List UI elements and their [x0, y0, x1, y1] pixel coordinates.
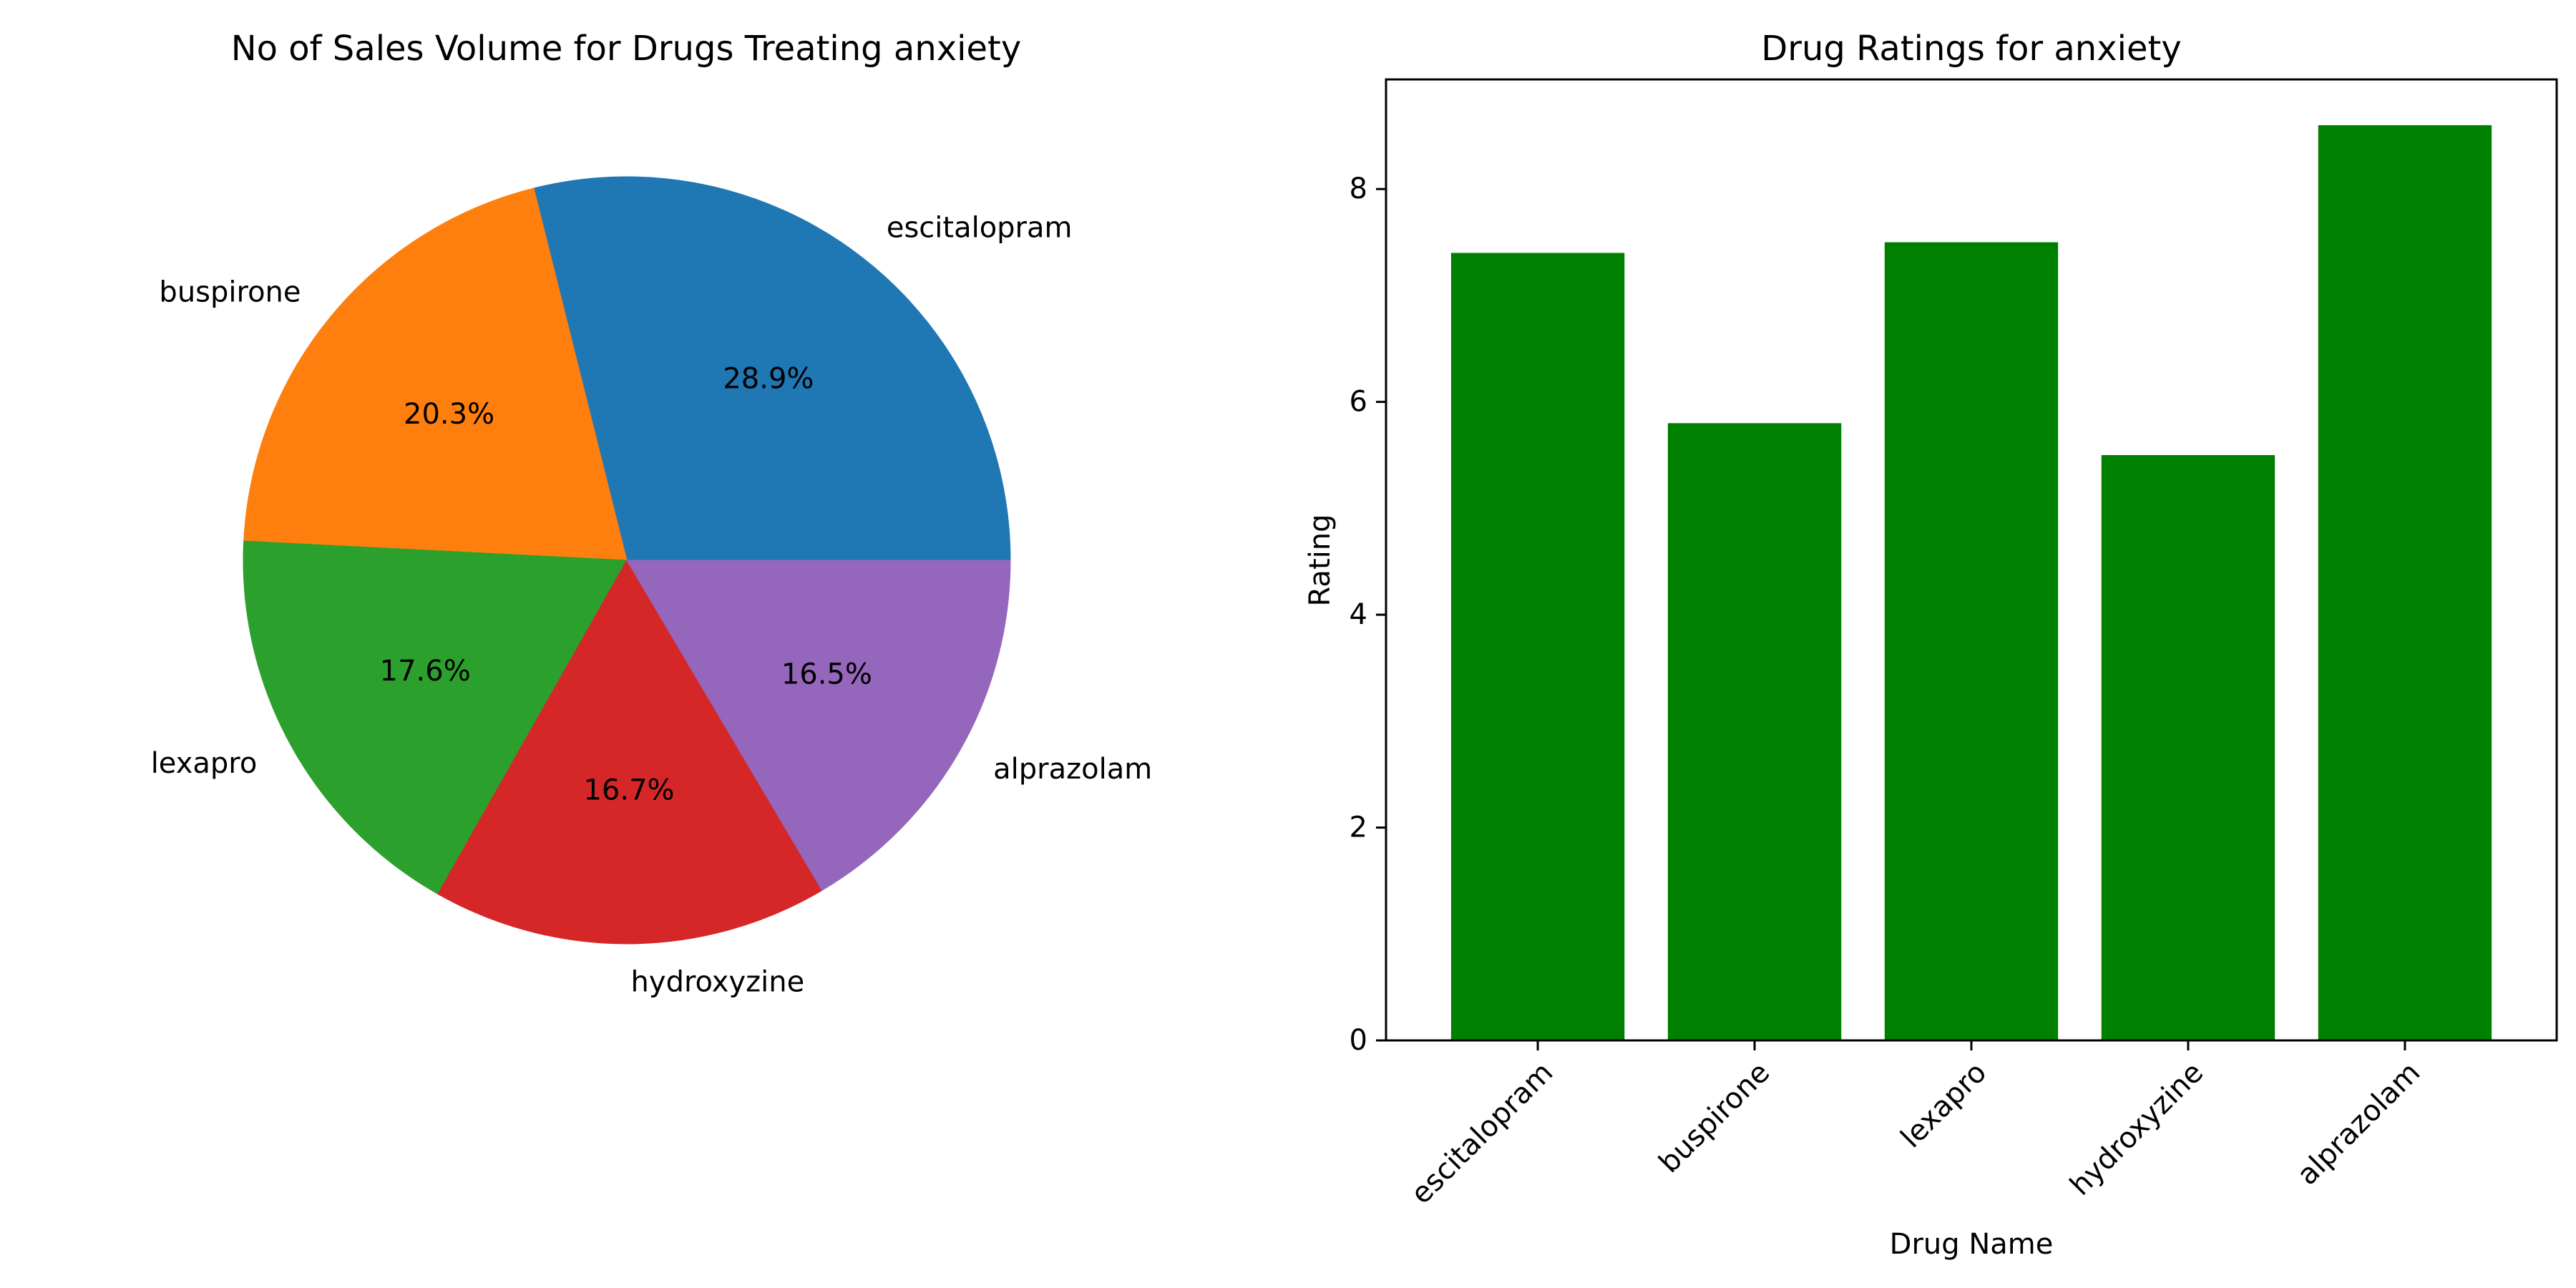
pie-chart: No of Sales Volume for Drugs Treating an… — [151, 29, 1152, 999]
pie-slice-buspirone — [243, 187, 628, 561]
pie-labels: escitalopram 28.9% buspirone 20.3% lexapro 17… — [151, 211, 1152, 998]
pie-slice-alprazolam — [626, 560, 1011, 892]
pie-percent-label-hydroxyzine: 16.7% — [583, 774, 674, 807]
bar-buspirone — [1667, 423, 1842, 1040]
y-tick-label-8: 8 — [1350, 172, 1367, 205]
bar-alprazolam — [2318, 125, 2492, 1040]
y-tick-label-6: 6 — [1350, 386, 1367, 419]
pie-category-label-alprazolam: alprazolam — [993, 753, 1152, 786]
bar-escitalopram — [1450, 253, 1625, 1041]
plot-frame — [1385, 78, 2558, 1042]
pie-slice-hydroxyzine — [437, 560, 823, 945]
y-tick-label-2: 2 — [1350, 811, 1367, 844]
pie-chart-title: No of Sales Volume for Drugs Treating an… — [231, 29, 1022, 69]
y-axis: 0 2 4 6 8 — [1350, 172, 1386, 1057]
pie-percent-label-lexapro: 17.6% — [380, 655, 471, 688]
pie-category-label-lexapro: lexapro — [151, 747, 258, 780]
pie-slices — [243, 176, 1011, 945]
pie-percent-label-alprazolam: 16.5% — [781, 658, 872, 691]
pie-percent-label-escitalopram: 28.9% — [723, 363, 814, 396]
x-axis-label: Drug Name — [1890, 1228, 2054, 1261]
pie-category-label-hydroxyzine: hydroxyzine — [631, 966, 805, 999]
pie-slice-escitalopram — [533, 176, 1011, 561]
pie-category-label-buspirone: buspirone — [159, 276, 301, 309]
pie-slice-lexapro — [243, 540, 628, 895]
bar-lexapro — [1884, 242, 2059, 1040]
bar-marks — [1450, 125, 2492, 1041]
y-tick-label-0: 0 — [1350, 1024, 1367, 1057]
y-tick-label-4: 4 — [1350, 598, 1367, 631]
pie-category-label-escitalopram: escitalopram — [887, 211, 1073, 244]
bar-hydroxyzine — [2101, 455, 2275, 1040]
bar-chart-title: Drug Ratings for anxiety — [1761, 29, 2181, 69]
y-axis-label: Rating — [1304, 514, 1337, 607]
pie-percent-label-buspirone: 20.3% — [404, 398, 494, 431]
